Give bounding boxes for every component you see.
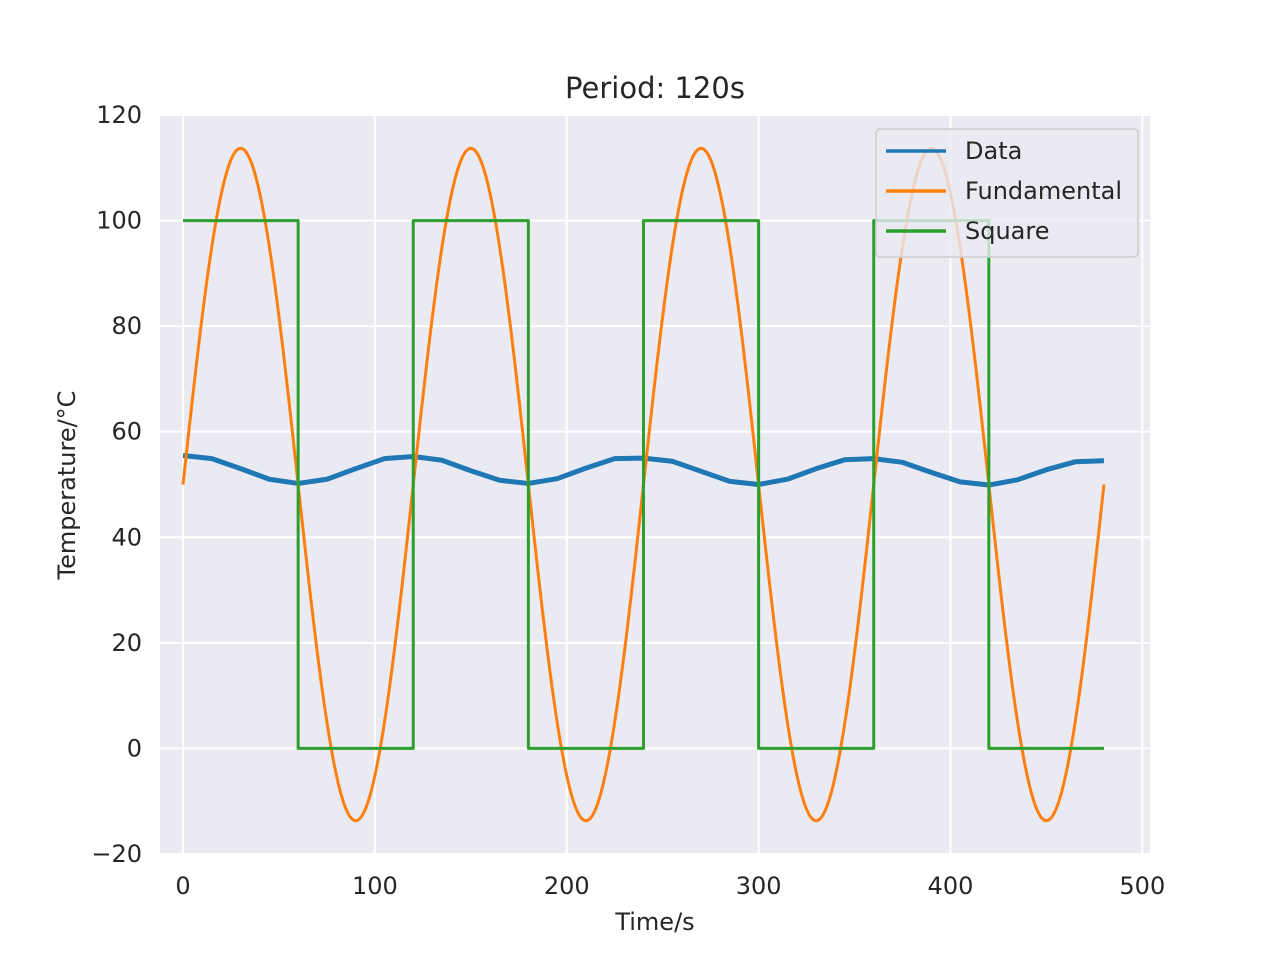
legend-label-square: Square [965, 217, 1050, 245]
y-tick-label: −20 [91, 840, 142, 868]
y-axis-label: Temperature/°C [53, 391, 81, 581]
x-tick-label: 200 [544, 872, 590, 900]
x-tick-label: 0 [175, 872, 190, 900]
y-tick-label: 60 [111, 418, 142, 446]
x-tick-label: 300 [736, 872, 782, 900]
y-tick-label: 120 [96, 101, 142, 129]
y-tick-labels: −20 0 20 40 60 80 100 120 [91, 101, 142, 868]
legend-label-data: Data [965, 137, 1022, 165]
x-tick-label: 100 [352, 872, 398, 900]
x-tick-labels: 0 100 200 300 400 500 [175, 872, 1165, 900]
x-tick-label: 400 [928, 872, 974, 900]
legend-label-fundamental: Fundamental [965, 177, 1122, 205]
y-tick-label: 80 [111, 312, 142, 340]
x-tick-label: 500 [1119, 872, 1165, 900]
chart-title: Period: 120s [565, 71, 745, 105]
legend: Data Fundamental Square [875, 128, 1139, 258]
x-axis-label: Time/s [614, 908, 694, 936]
y-tick-label: 100 [96, 207, 142, 235]
y-tick-label: 0 [127, 734, 142, 762]
y-tick-label: 20 [111, 629, 142, 657]
legend-box [875, 128, 1139, 258]
y-tick-label: 40 [111, 523, 142, 551]
